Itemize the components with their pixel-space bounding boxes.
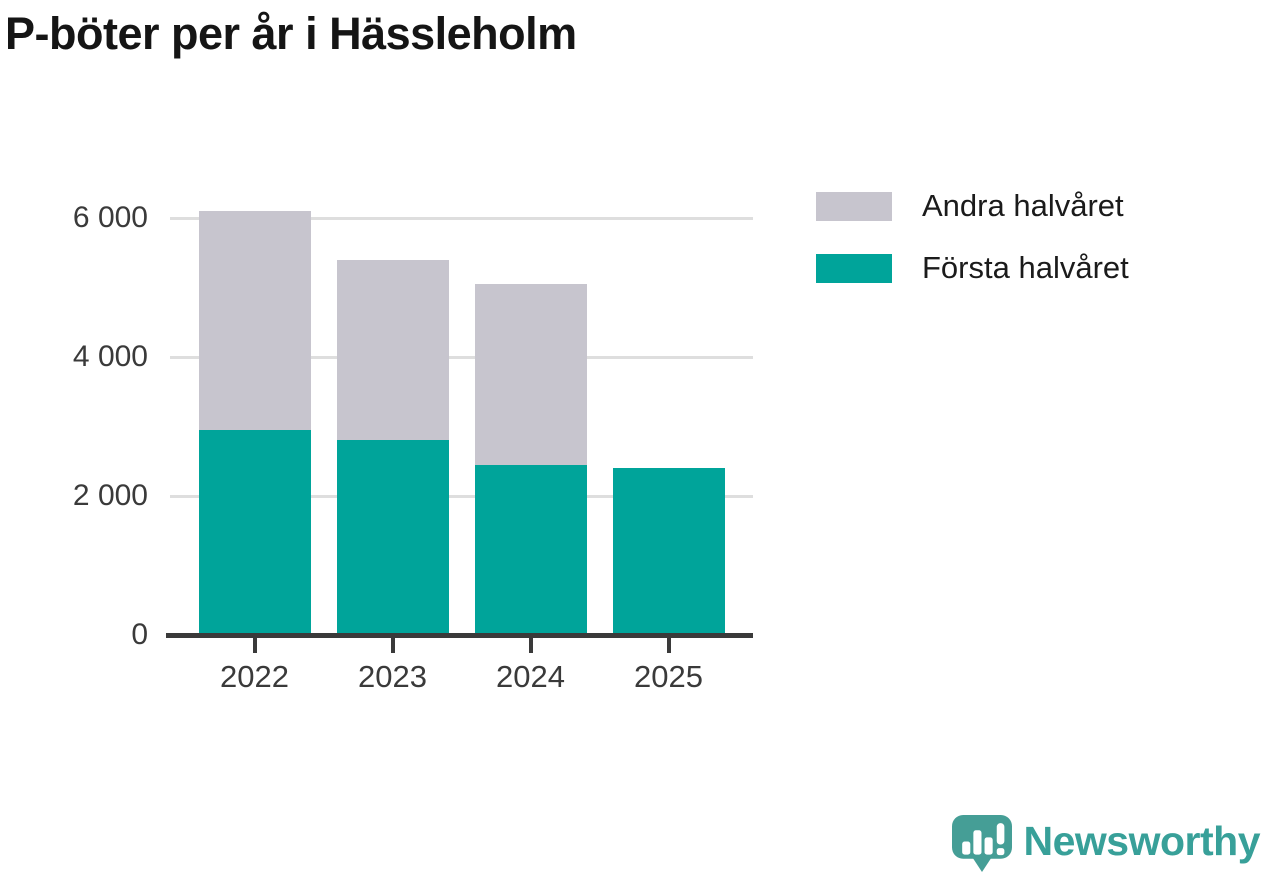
y-tick-label-0: 0 xyxy=(131,618,148,651)
legend-label: Andra halvåret xyxy=(922,188,1124,223)
bar-2024-andra-halvaret xyxy=(474,284,587,465)
bar-2024-forsta-halvaret xyxy=(474,464,587,635)
legend-swatch-andra-halvaret xyxy=(816,191,892,221)
bar-2022-forsta-halvaret xyxy=(198,429,311,635)
y-tick-label-4000: 4 000 xyxy=(72,340,148,373)
y-tick-label-6000: 6 000 xyxy=(72,201,148,234)
legend-label: Första halvåret xyxy=(922,250,1129,285)
x-tick-label-2023: 2023 xyxy=(358,659,427,694)
gridline-4000 xyxy=(170,355,753,359)
legend-item-andra-halvaret: Andra halvåret xyxy=(816,188,1129,224)
bar-2023-forsta-halvaret xyxy=(336,440,449,635)
x-tick-2025 xyxy=(666,637,671,653)
x-tick-2023 xyxy=(390,637,395,653)
legend: Andra halvåret Första halvåret xyxy=(816,188,1129,312)
x-tick-label-2022: 2022 xyxy=(220,659,289,694)
x-tick-2024 xyxy=(528,637,533,653)
bar-2022-andra-halvaret xyxy=(198,211,311,430)
legend-item-forsta-halvaret: Första halvåret xyxy=(816,250,1129,286)
gridline-6000 xyxy=(170,216,753,220)
gridline-2000 xyxy=(170,494,753,498)
x-tick-2022 xyxy=(252,637,257,653)
newsworthy-logo: Newsworthy xyxy=(951,815,1261,873)
chart-title: P-böter per år i Hässleholm xyxy=(5,8,577,59)
x-tick-label-2024: 2024 xyxy=(496,659,565,694)
bar-chart-speech-bubble-icon xyxy=(951,815,1012,872)
legend-swatch-forsta-halvaret xyxy=(816,253,892,283)
bar-2023-andra-halvaret xyxy=(336,259,449,441)
y-tick-label-2000: 2 000 xyxy=(72,479,148,512)
newsworthy-logo-text: Newsworthy xyxy=(1023,817,1261,864)
x-tick-label-2025: 2025 xyxy=(634,659,703,694)
bar-2025-forsta-halvaret xyxy=(612,468,725,635)
x-axis-baseline xyxy=(166,632,753,638)
